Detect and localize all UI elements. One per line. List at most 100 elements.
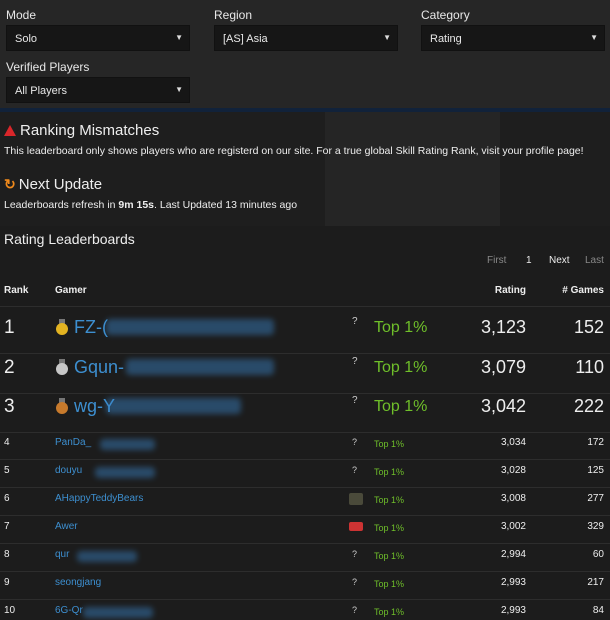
redacted-name	[126, 359, 274, 375]
table-row[interactable]: 3 wg-Y? Top 1% 3,042 222	[0, 393, 610, 431]
mode-select[interactable]: Solo ▼	[6, 25, 190, 51]
rating-cell: 3,123	[480, 317, 526, 337]
table-row[interactable]: 9 seongjang? Top 1% 2,993 217	[0, 572, 610, 598]
games-cell: 125	[587, 465, 604, 476]
row-divider	[0, 571, 610, 572]
notice-area: Ranking Mismatches This leaderboard only…	[0, 108, 610, 226]
chevron-down-icon: ▼	[383, 33, 391, 42]
table-row[interactable]: 6 AHappyTeddyBears Top 1% 3,008 277	[0, 488, 610, 514]
rating-cell: 3,034	[500, 437, 526, 448]
pager-next[interactable]: Next	[549, 255, 570, 266]
update-title: ↻ Next Update	[4, 176, 102, 193]
mismatch-title: Ranking Mismatches	[4, 122, 159, 139]
rating-cell: 3,028	[500, 465, 526, 476]
games-cell: 329	[587, 521, 604, 532]
pager-current-page[interactable]: 1	[526, 255, 532, 266]
gold-medal-icon	[56, 319, 68, 335]
update-text-prefix: Leaderboards refresh in	[4, 199, 119, 211]
gamer-link[interactable]: wg-Y	[74, 396, 116, 416]
region-select[interactable]: [AS] Asia ▼	[214, 25, 398, 51]
unknown-rank-icon: ?	[352, 316, 358, 327]
games-cell: 84	[592, 605, 604, 616]
tier-badge: Top 1%	[374, 551, 405, 561]
chevron-down-icon: ▼	[175, 85, 183, 94]
pager-first[interactable]: First	[487, 255, 507, 266]
table-row[interactable]: 8 qur? Top 1% 2,994 60	[0, 544, 610, 570]
row-divider	[0, 353, 610, 354]
redacted-name	[83, 607, 153, 618]
table-row[interactable]: 1 FZ-(? Top 1% 3,123 152	[0, 314, 610, 352]
bronze-medal-icon	[56, 398, 68, 414]
gamer-link[interactable]: seongjang	[55, 577, 102, 588]
gamer-link[interactable]: PanDa_	[55, 437, 92, 448]
rank-cell: 6	[4, 493, 10, 504]
row-divider	[0, 543, 610, 544]
gamer-link[interactable]: 6G-Qr	[55, 605, 83, 616]
mode-select-value: Solo	[15, 33, 38, 45]
unknown-rank-icon: ?	[352, 549, 358, 559]
category-label: Category	[421, 8, 470, 22]
unknown-rank-icon: ?	[352, 437, 358, 447]
gamer-link[interactable]: Gqun-	[74, 357, 125, 377]
avatar	[349, 493, 363, 505]
refresh-icon: ↻	[4, 176, 16, 192]
warning-icon	[4, 125, 16, 136]
background-strip	[0, 108, 610, 112]
unknown-rank-icon: ?	[352, 395, 358, 406]
games-cell: 152	[573, 317, 604, 337]
verified-select[interactable]: All Players ▼	[6, 77, 190, 103]
header-divider	[0, 306, 610, 307]
rank-cell: 1	[4, 317, 15, 338]
rating-cell: 3,008	[500, 493, 526, 504]
unknown-rank-icon: ?	[352, 465, 358, 475]
table-row[interactable]: 7 Awer Top 1% 3,002 329	[0, 516, 610, 542]
silver-medal-icon	[56, 359, 68, 375]
games-cell: 60	[592, 549, 604, 560]
unknown-rank-icon: ?	[352, 605, 358, 615]
table-row[interactable]: 4 PanDa_? Top 1% 3,034 172	[0, 432, 610, 458]
leaderboard-title: Rating Leaderboards	[4, 231, 135, 247]
tier-badge: Top 1%	[374, 359, 428, 376]
redacted-name	[95, 467, 155, 478]
update-text: Leaderboards refresh in 9m 15s. Last Upd…	[4, 199, 297, 211]
table-row[interactable]: 10 6G-Qr? Top 1% 2,993 84	[0, 600, 610, 620]
games-cell: 172	[587, 437, 604, 448]
table-row[interactable]: 2 Gqun-? Top 1% 3,079 110	[0, 354, 610, 392]
category-select[interactable]: Rating ▼	[421, 25, 605, 51]
rating-cell: 2,993	[500, 577, 526, 588]
pager-last[interactable]: Last	[585, 255, 604, 266]
tier-badge: Top 1%	[374, 607, 405, 617]
mode-label: Mode	[6, 8, 37, 22]
gamer-link[interactable]: AHappyTeddyBears	[55, 493, 144, 504]
verified-select-value: All Players	[15, 85, 67, 97]
chevron-down-icon: ▼	[590, 33, 598, 42]
col-rank-header: Rank	[4, 285, 29, 296]
region-select-value: [AS] Asia	[223, 33, 268, 45]
redacted-name	[106, 319, 274, 335]
gamer-link[interactable]: qur	[55, 549, 70, 560]
youtube-icon[interactable]	[349, 522, 363, 531]
col-gamer-header: Gamer	[55, 285, 87, 296]
gamer-link[interactable]: douyu	[55, 465, 83, 476]
gamer-link[interactable]: FZ-(	[74, 317, 108, 337]
redacted-name	[106, 398, 241, 414]
rank-cell: 4	[4, 437, 10, 448]
mismatch-title-text: Ranking Mismatches	[20, 122, 160, 139]
update-text-suffix: . Last Updated 13 minutes ago	[154, 199, 298, 211]
table-row[interactable]: 5 douyu? Top 1% 3,028 125	[0, 460, 610, 486]
rating-cell: 2,994	[500, 549, 526, 560]
tier-badge: Top 1%	[374, 319, 428, 336]
chevron-down-icon: ▼	[175, 33, 183, 42]
games-cell: 110	[575, 357, 604, 377]
tier-badge: Top 1%	[374, 579, 405, 589]
rank-cell: 5	[4, 465, 10, 476]
mismatch-text: This leaderboard only shows players who …	[4, 145, 584, 157]
tier-badge: Top 1%	[374, 523, 405, 533]
gamer-link[interactable]: Awer	[55, 521, 78, 532]
region-label: Region	[214, 8, 253, 22]
tier-badge: Top 1%	[374, 467, 405, 477]
tier-badge: Top 1%	[374, 398, 428, 415]
update-title-text: Next Update	[18, 176, 103, 193]
filter-panel: Mode Solo ▼ Region [AS] Asia ▼ Category …	[0, 0, 610, 108]
update-time: 9m 15s	[118, 199, 155, 211]
